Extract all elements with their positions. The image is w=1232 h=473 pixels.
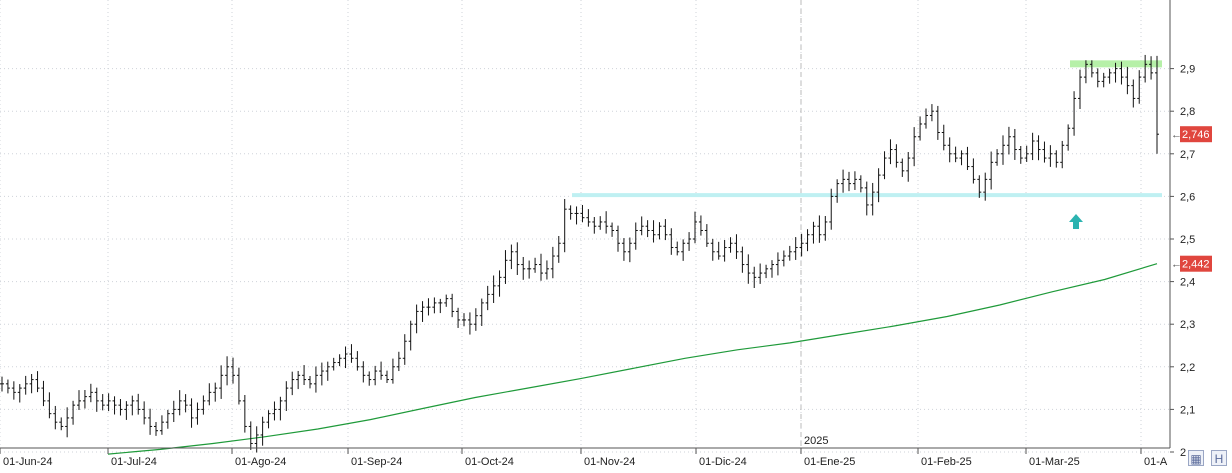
x-tick-label: 01-Ago-24 <box>235 456 286 468</box>
moving-average-line <box>107 263 1158 455</box>
ma-value-tag <box>1180 255 1212 272</box>
last-price-tag-label: 2,746 <box>1182 129 1210 141</box>
axes: 2 2,1 2,2 2,3 2,4 2,5 2,6 2,7 2,8 2,9 01-Jun-24 01-… <box>0 0 1195 468</box>
y-tick-label: 2,2 <box>1180 362 1195 374</box>
x-tick-label: 01-Mar-25 <box>1029 456 1080 468</box>
y-tick-label: 2,9 <box>1180 64 1195 76</box>
last-price-arrow: ← <box>1171 129 1182 141</box>
last-price-tag <box>1180 126 1212 143</box>
x-tick-label: 01-A <box>1144 456 1168 468</box>
y-tick-label: 2,3 <box>1180 319 1195 331</box>
x-tick-label: 01-Jun-24 <box>3 456 53 468</box>
y-tick-label: 2,1 <box>1180 404 1195 416</box>
y-tick-label: 2,6 <box>1180 191 1195 203</box>
x-tick-label: 01-Feb-25 <box>921 456 972 468</box>
y-tick-label: 2,7 <box>1180 149 1195 161</box>
y-tick-label: 2,5 <box>1180 234 1195 246</box>
y-tick-label: 2 <box>1180 447 1186 459</box>
grid <box>0 0 1170 453</box>
moving-average <box>107 263 1158 455</box>
price-bars <box>0 54 1159 453</box>
h-icon[interactable]: H <box>1211 450 1227 466</box>
ma-value-arrow: ← <box>1171 259 1182 271</box>
y-tick-label: 2,4 <box>1180 277 1195 289</box>
signal-up-arrow-icon <box>1069 213 1083 229</box>
x-tick-label: 01-Dic-24 <box>699 456 747 468</box>
x-tick-label: 01-Ene-25 <box>804 456 855 468</box>
x-tick-label: 01-Sep-24 <box>351 456 402 468</box>
settings-icon[interactable]: ▦ <box>1188 450 1204 466</box>
ma-value-tag-label: 2,442 <box>1182 259 1210 271</box>
x-tick-label: 01-Oct-24 <box>465 456 514 468</box>
year-label: 2025 <box>804 435 828 447</box>
y-tick-label: 2,8 <box>1180 106 1195 118</box>
x-tick-label: 01-Nov-24 <box>584 456 635 468</box>
markers: ← 2,746← 2,442 <box>1069 126 1212 272</box>
x-tick-label: 01-Jul-24 <box>111 456 157 468</box>
